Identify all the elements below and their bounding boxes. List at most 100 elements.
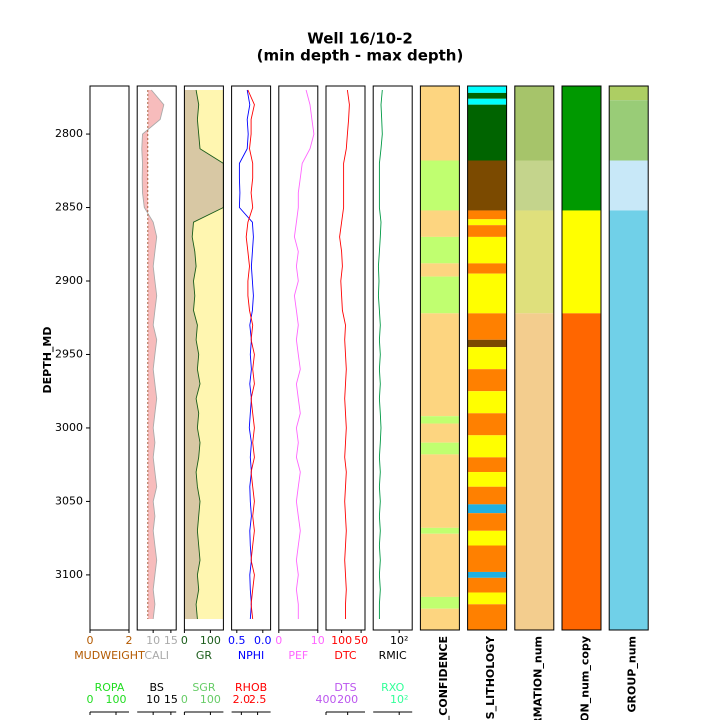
curve	[293, 89, 315, 619]
x-tick-label: 100	[106, 693, 127, 706]
facies-interval	[562, 86, 601, 211]
curve	[245, 89, 255, 620]
x-tick-label: 200	[337, 693, 358, 706]
y-tick-label: 3050	[55, 494, 83, 507]
facies-interval	[467, 236, 507, 264]
track-frame	[136, 85, 177, 631]
x-tick-label: 400	[316, 693, 337, 706]
track-frame	[231, 85, 272, 631]
x-tick-label: 0	[275, 634, 282, 647]
facies-interval	[420, 313, 460, 417]
track-frame	[183, 85, 224, 631]
curve-name: RXO	[381, 681, 404, 694]
x-tick-label: 0.0	[254, 634, 272, 647]
curve	[238, 89, 254, 620]
track-frame	[608, 85, 649, 631]
x-tick-label: 10	[146, 693, 160, 706]
facies-interval	[467, 457, 507, 473]
facies-interval	[467, 369, 507, 392]
y-tick-label: 2900	[55, 274, 83, 287]
facies-interval	[420, 442, 460, 455]
facies-interval	[467, 273, 507, 314]
facies-interval	[420, 423, 460, 443]
facies-interval	[609, 86, 649, 101]
facies-interval	[467, 391, 507, 414]
facies-interval	[420, 263, 460, 277]
x-tick-label: 2.0	[233, 693, 251, 706]
facies-interval	[420, 160, 460, 211]
facies-interval	[467, 225, 507, 237]
x-tick-label: 100	[200, 634, 221, 647]
x-tick-label: 0	[181, 693, 188, 706]
facies-interval	[467, 413, 507, 436]
facies-interval	[562, 313, 601, 630]
x-tick-label: 10²	[390, 693, 408, 706]
facies-interval	[467, 571, 507, 578]
y-tick-label: 3100	[55, 568, 83, 581]
y-tick-label: 2800	[55, 127, 83, 140]
curve-fill	[192, 89, 224, 619]
x-tick-label: 2	[126, 634, 133, 647]
x-tick-label: 2.5	[249, 693, 267, 706]
x-tick-label: 100	[331, 634, 352, 647]
x-tick-label: 15	[164, 693, 178, 706]
facies-interval	[467, 219, 507, 226]
x-tick-label: 0	[181, 634, 188, 647]
curve-name: NPHI	[238, 649, 264, 662]
x-tick-label: 100	[200, 693, 221, 706]
track-label: GROUP_num	[626, 636, 639, 712]
track-label: RMATION_num	[531, 636, 544, 720]
facies-interval	[467, 513, 507, 531]
facies-interval	[467, 545, 507, 572]
x-tick-label: 10²	[390, 634, 408, 647]
facies-interval	[467, 86, 507, 93]
facies-interval	[514, 313, 554, 630]
curve	[339, 89, 350, 619]
facies-interval	[420, 210, 460, 237]
facies-interval	[467, 104, 507, 161]
facies-interval	[467, 592, 507, 605]
facies-interval	[420, 454, 460, 528]
curve-fill	[184, 89, 224, 619]
chart-subtitle: (min depth - max depth)	[257, 47, 464, 65]
facies-interval	[609, 210, 649, 631]
facies-interval	[467, 347, 507, 370]
track-frame	[467, 85, 508, 631]
facies-interval	[467, 472, 507, 487]
facies-interval	[467, 577, 507, 593]
x-tick-label: 50	[354, 634, 368, 647]
facies-interval	[420, 236, 460, 264]
facies-interval	[467, 486, 507, 505]
chart-title: Well 16/10-2	[307, 30, 413, 48]
x-tick-label: 0.5	[228, 634, 246, 647]
y-tick-label: 2850	[55, 201, 83, 214]
facies-interval	[467, 92, 507, 99]
facies-interval	[420, 533, 460, 597]
y-tick-label: 3000	[55, 421, 83, 434]
y-tick-label: 2950	[55, 347, 83, 360]
curve-name: DTC	[334, 649, 357, 662]
curve-name: RMIC	[379, 649, 407, 662]
facies-interval	[467, 98, 507, 105]
curve-name: PEF	[288, 649, 308, 662]
x-tick-label: 0	[87, 634, 94, 647]
facies-interval	[420, 608, 460, 630]
track-frame	[89, 85, 130, 631]
track-frame	[278, 85, 319, 631]
curve-name: BS	[150, 681, 164, 694]
track-frame	[514, 85, 555, 631]
facies-interval	[467, 504, 507, 514]
curve-name: DTS	[334, 681, 356, 694]
facies-interval	[514, 160, 554, 211]
x-tick-label: 15	[164, 634, 178, 647]
curve-name: CALI	[144, 649, 169, 662]
curve-name: RHOB	[235, 681, 267, 694]
facies-interval	[514, 210, 554, 314]
facies-interval	[420, 276, 460, 314]
curve-name: SGR	[192, 681, 216, 694]
facies-interval	[467, 435, 507, 458]
facies-interval	[420, 86, 460, 161]
facies-interval	[609, 160, 649, 211]
x-tick-label: 10	[311, 634, 325, 647]
